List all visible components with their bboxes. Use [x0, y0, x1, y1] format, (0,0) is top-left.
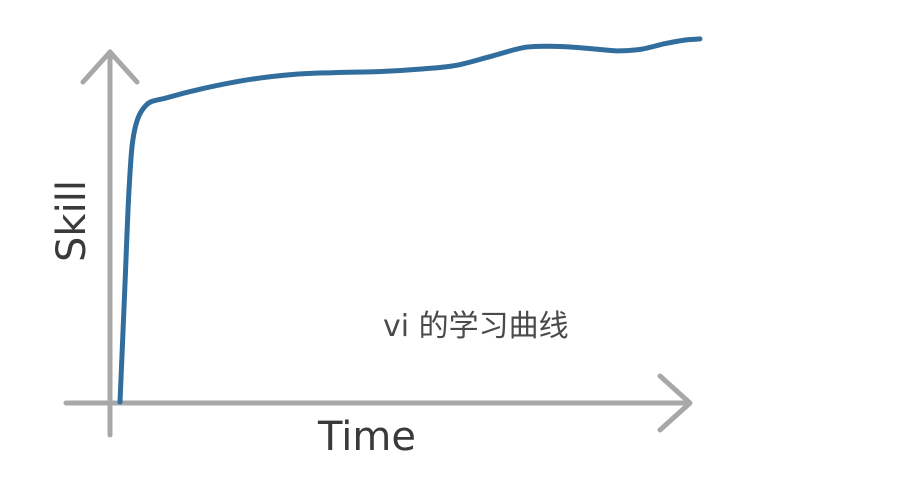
x-axis-label: Time [317, 414, 416, 460]
chart-annotation: vi 的学习曲线 [383, 309, 569, 344]
y-axis-label: Skill [49, 180, 95, 262]
x-axis-arrowhead [657, 373, 693, 433]
series-line-skill-curve [117, 36, 703, 405]
y-axis-arrowhead [80, 49, 140, 85]
